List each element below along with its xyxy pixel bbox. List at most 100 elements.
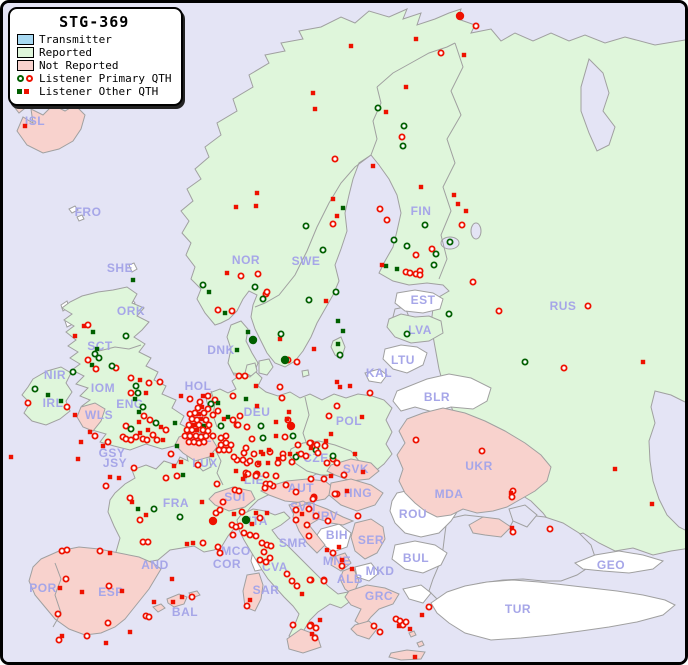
country-label-iom: IOM — [91, 381, 115, 395]
marker-listener-primary-qth-red-ring — [92, 365, 100, 373]
marker-listener-primary-qth-green-ring — [289, 432, 297, 440]
marker-listener-primary-qth-red-ring — [216, 506, 224, 514]
marker-listener-primary-qth-green-ring — [122, 332, 130, 340]
country-label-cor: COR — [213, 557, 241, 571]
marker-listener-primary-qth-red-ring — [294, 441, 302, 449]
country-label-ser: SER — [358, 533, 384, 547]
marker-listener-primary-qth-red-ring — [199, 539, 207, 547]
marker-listener-primary-qth-red-ring — [127, 436, 135, 444]
marker-listener-other-qth-red-square — [209, 452, 215, 458]
country-label-blr: BLR — [424, 390, 450, 404]
marker-listener-other-qth-green-square — [132, 396, 138, 402]
border-norway-sweden — [254, 154, 372, 308]
marker-listener-other-qth-red-square — [78, 439, 84, 445]
marker-listener-other-qth-red-square — [349, 566, 355, 572]
marker-listener-primary-qth-red-ring — [256, 556, 264, 564]
marker-listener-other-qth-red-square — [359, 414, 365, 420]
marker-listener-primary-qth-red-ring — [478, 447, 486, 455]
border-sweden-finland — [370, 86, 382, 156]
country-label-ork: ORK — [117, 304, 145, 318]
black-sea — [428, 514, 596, 600]
marker-listener-primary-qth-red-ring — [232, 523, 240, 531]
marker-listener-primary-qth-green-ring — [399, 142, 407, 150]
marker-listener-primary-qth-red-ring — [458, 221, 466, 229]
marker-listener-other-qth-red-square — [461, 52, 467, 58]
marker-listener-primary-qth-red-ring — [428, 245, 436, 253]
country-estonia — [394, 289, 444, 314]
legend-row-other-qth: Listener Other QTH — [17, 85, 171, 98]
marker-listener-primary-qth-green-ring — [446, 238, 454, 246]
border-finland-russia — [438, 42, 464, 280]
marker-listener-other-qth-green-square — [135, 506, 141, 512]
marker-listener-cluster-red-dot — [286, 421, 296, 431]
marker-listener-primary-qth-red-ring — [262, 558, 270, 566]
country-wales — [76, 402, 106, 432]
marker-listener-primary-qth-green-ring — [430, 261, 438, 269]
shetland-islands — [128, 262, 138, 273]
marker-listener-other-qth-red-square — [308, 445, 314, 451]
marker-listener-other-qth-red-square — [640, 359, 646, 365]
country-label-rou: ROU — [399, 507, 427, 521]
marker-listener-other-qth-red-square — [334, 213, 340, 219]
marker-listener-primary-qth-red-ring — [149, 431, 157, 439]
marker-listener-other-qth-red-square — [100, 443, 106, 449]
marker-listener-other-qth-red-square — [309, 631, 315, 637]
marker-listener-primary-qth-red-ring — [340, 471, 348, 479]
country-croatia — [292, 502, 355, 554]
marker-listener-other-qth-red-square — [508, 490, 514, 496]
marker-listener-other-qth-red-square — [119, 588, 125, 594]
marker-listener-other-qth-red-square — [328, 473, 334, 479]
country-label-mne: MNE — [323, 554, 351, 568]
marker-listener-primary-qth-red-ring — [216, 549, 224, 557]
marker-listener-other-qth-red-square — [199, 404, 205, 410]
country-label-fro: FRO — [75, 205, 102, 219]
country-label-pol: POL — [336, 414, 362, 428]
marker-listener-primary-qth-red-ring — [243, 423, 251, 431]
country-label-por: POR — [29, 581, 57, 595]
marker-listener-primary-qth-red-ring — [202, 416, 210, 424]
marker-listener-primary-qth-red-ring — [416, 271, 424, 279]
legend-label: Listener Other QTH — [39, 85, 159, 98]
legend-label: Reported — [39, 46, 92, 59]
marker-listener-primary-qth-red-ring — [376, 628, 384, 636]
country-label-est: EST — [411, 293, 436, 307]
marker-listener-other-qth-red-square — [413, 36, 419, 42]
country-label-grc: GRC — [365, 589, 393, 603]
marker-listener-primary-qth-red-ring — [186, 395, 194, 403]
country-label-fin: FIN — [411, 204, 432, 218]
marker-listener-primary-qth-red-ring — [237, 272, 245, 280]
marker-listener-other-qth-red-square — [240, 476, 246, 482]
marker-listener-primary-qth-red-ring — [370, 622, 378, 630]
marker-listener-other-qth-red-square — [370, 163, 376, 169]
country-label-she: SHE — [107, 261, 133, 275]
marker-listener-primary-qth-red-ring — [281, 433, 289, 441]
marker-listener-primary-qth-red-ring — [252, 472, 260, 480]
marker-listener-primary-qth-red-ring — [266, 480, 274, 488]
country-label-cze: CZE — [303, 451, 329, 465]
marker-listener-other-qth-green-square — [335, 318, 341, 324]
country-hungary — [328, 478, 384, 512]
marker-listener-other-qth-red-square — [323, 438, 329, 444]
marker-listener-primary-qth-red-ring — [267, 542, 275, 550]
marker-listener-other-qth-red-square — [265, 460, 271, 466]
marker-listener-other-qth-red-square — [242, 473, 248, 479]
marker-listener-primary-qth-green-ring — [400, 122, 408, 130]
marker-listener-other-qth-red-square — [310, 90, 316, 96]
marker-listener-primary-qth-red-ring — [292, 516, 300, 524]
marker-listener-primary-qth-red-ring — [122, 422, 130, 430]
border-germany-poland — [302, 396, 310, 446]
marker-listener-primary-qth-red-ring — [272, 472, 280, 480]
marker-listener-primary-qth-red-ring — [228, 307, 236, 315]
marker-listener-primary-qth-red-ring — [127, 374, 135, 382]
country-label-bul: BUL — [403, 551, 429, 565]
country-belarus — [392, 373, 492, 413]
marker-listener-primary-qth-red-ring — [321, 442, 329, 450]
marker-listener-other-qth-red-square — [127, 629, 133, 635]
marker-listener-primary-qth-red-ring — [324, 517, 332, 525]
marker-listener-other-qth-red-square — [233, 468, 239, 474]
marker-listener-primary-qth-green-ring — [150, 505, 158, 513]
marker-listener-other-qth-red-square — [339, 557, 345, 563]
marker-listener-primary-qth-red-ring — [83, 632, 91, 640]
marker-listener-primary-qth-red-ring — [188, 593, 196, 601]
